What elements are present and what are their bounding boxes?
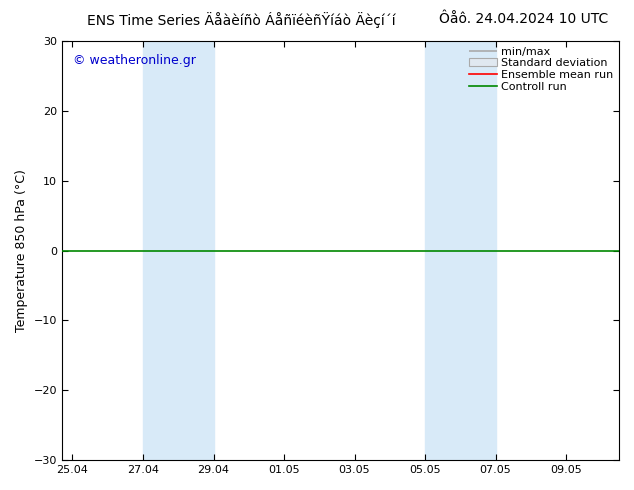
Legend: min/max, Standard deviation, Ensemble mean run, Controll run: min/max, Standard deviation, Ensemble me… [467, 45, 616, 94]
Bar [425, 41, 496, 460]
Text: © weatheronline.gr: © weatheronline.gr [73, 53, 196, 67]
Text: ENS Time Series Äåàèíñò ÁåñïéèñŸíáò Äèçí´í: ENS Time Series Äåàèíñò ÁåñïéèñŸíáò Äèçí… [87, 12, 395, 28]
Y-axis label: Temperature 850 hPa (°C): Temperature 850 hPa (°C) [15, 169, 28, 332]
Text: Ôåô. 24.04.2024 10 UTC: Ôåô. 24.04.2024 10 UTC [439, 12, 609, 26]
Bar [143, 41, 214, 460]
